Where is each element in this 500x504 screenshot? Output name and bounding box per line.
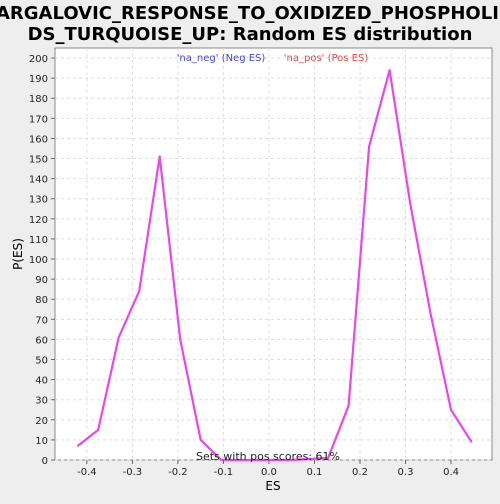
x-tick-label: 0.4: [443, 467, 459, 478]
x-tick-label: 0.0: [261, 467, 277, 478]
y-tick-label: 40: [35, 376, 48, 387]
data-point: [179, 338, 181, 341]
annotation-pos-scores: Sets with pos scores: 61%: [196, 450, 340, 463]
x-tick-label: 0.2: [352, 467, 368, 478]
y-tick-label: 50: [35, 356, 48, 367]
data-point: [158, 155, 161, 158]
y-tick-label: 10: [35, 436, 48, 447]
data-point: [220, 459, 222, 461]
x-tick-label: -0.1: [214, 467, 234, 478]
y-tick-label: 90: [35, 275, 48, 286]
chart-title-line-1: GARGALOVIC_RESPONSE_TO_OXIDIZED_PHOSPHOL…: [0, 3, 500, 24]
y-tick-label: 80: [35, 295, 48, 306]
data-point: [409, 201, 411, 204]
y-tick-label: 190: [29, 74, 48, 85]
data-point: [117, 336, 120, 339]
data-point: [240, 459, 243, 461]
x-axis: -0.4 -0.3 -0.2 -0.1 0.0 0.1 0.2 0.3 0.4: [77, 460, 459, 478]
data-point: [327, 457, 329, 459]
y-tick-label: 120: [29, 215, 48, 226]
y-tick-label: 180: [29, 94, 48, 105]
x-axis-label: ES: [265, 479, 280, 493]
data-point: [429, 312, 432, 315]
y-tick-label: 60: [35, 335, 48, 346]
x-tick-label: 0.3: [398, 467, 414, 478]
data-point: [368, 145, 370, 148]
y-tick-label: 150: [29, 155, 48, 166]
data-point: [347, 404, 350, 407]
legend: 'na_neg' (Neg ES) 'na_pos' (Pos ES): [177, 53, 369, 64]
chart-title-line-2: DS_TURQUOISE_UP: Random ES distribution: [28, 24, 473, 45]
y-axis: 0 10 20 30 40 50 60 70 80 90 100 110 120 130 140 150 160…: [29, 54, 55, 467]
y-tick-label: 170: [29, 114, 48, 125]
y-tick-label: 200: [29, 54, 48, 65]
y-tick-label: 70: [35, 315, 48, 326]
data-point: [450, 408, 452, 411]
x-tick-label: 0.1: [307, 467, 323, 478]
data-point: [138, 290, 141, 292]
data-point: [199, 439, 202, 441]
legend-entry: 'na_pos' (Pos ES): [284, 53, 369, 64]
plot-area: [54, 47, 493, 461]
data-point: [290, 459, 293, 461]
y-tick-label: 160: [29, 134, 48, 145]
y-tick-label: 130: [29, 195, 48, 206]
y-tick-label: 100: [29, 255, 48, 266]
data-point: [470, 441, 473, 443]
y-tick-label: 0: [42, 456, 48, 467]
y-tick-label: 30: [35, 396, 48, 407]
data-point: [76, 445, 79, 447]
x-tick-label: -0.2: [168, 467, 188, 478]
data-point: [97, 429, 100, 431]
grid-lines: [55, 48, 492, 461]
y-tick-label: 20: [35, 416, 48, 427]
x-tick-label: -0.3: [123, 467, 143, 478]
data-point: [388, 69, 391, 71]
legend-entry: 'na_neg' (Neg ES): [177, 53, 266, 64]
y-axis-label: P(ES): [11, 238, 25, 270]
y-tick-label: 140: [29, 175, 48, 186]
y-tick-label: 110: [29, 235, 48, 246]
x-tick-label: -0.4: [77, 467, 97, 478]
